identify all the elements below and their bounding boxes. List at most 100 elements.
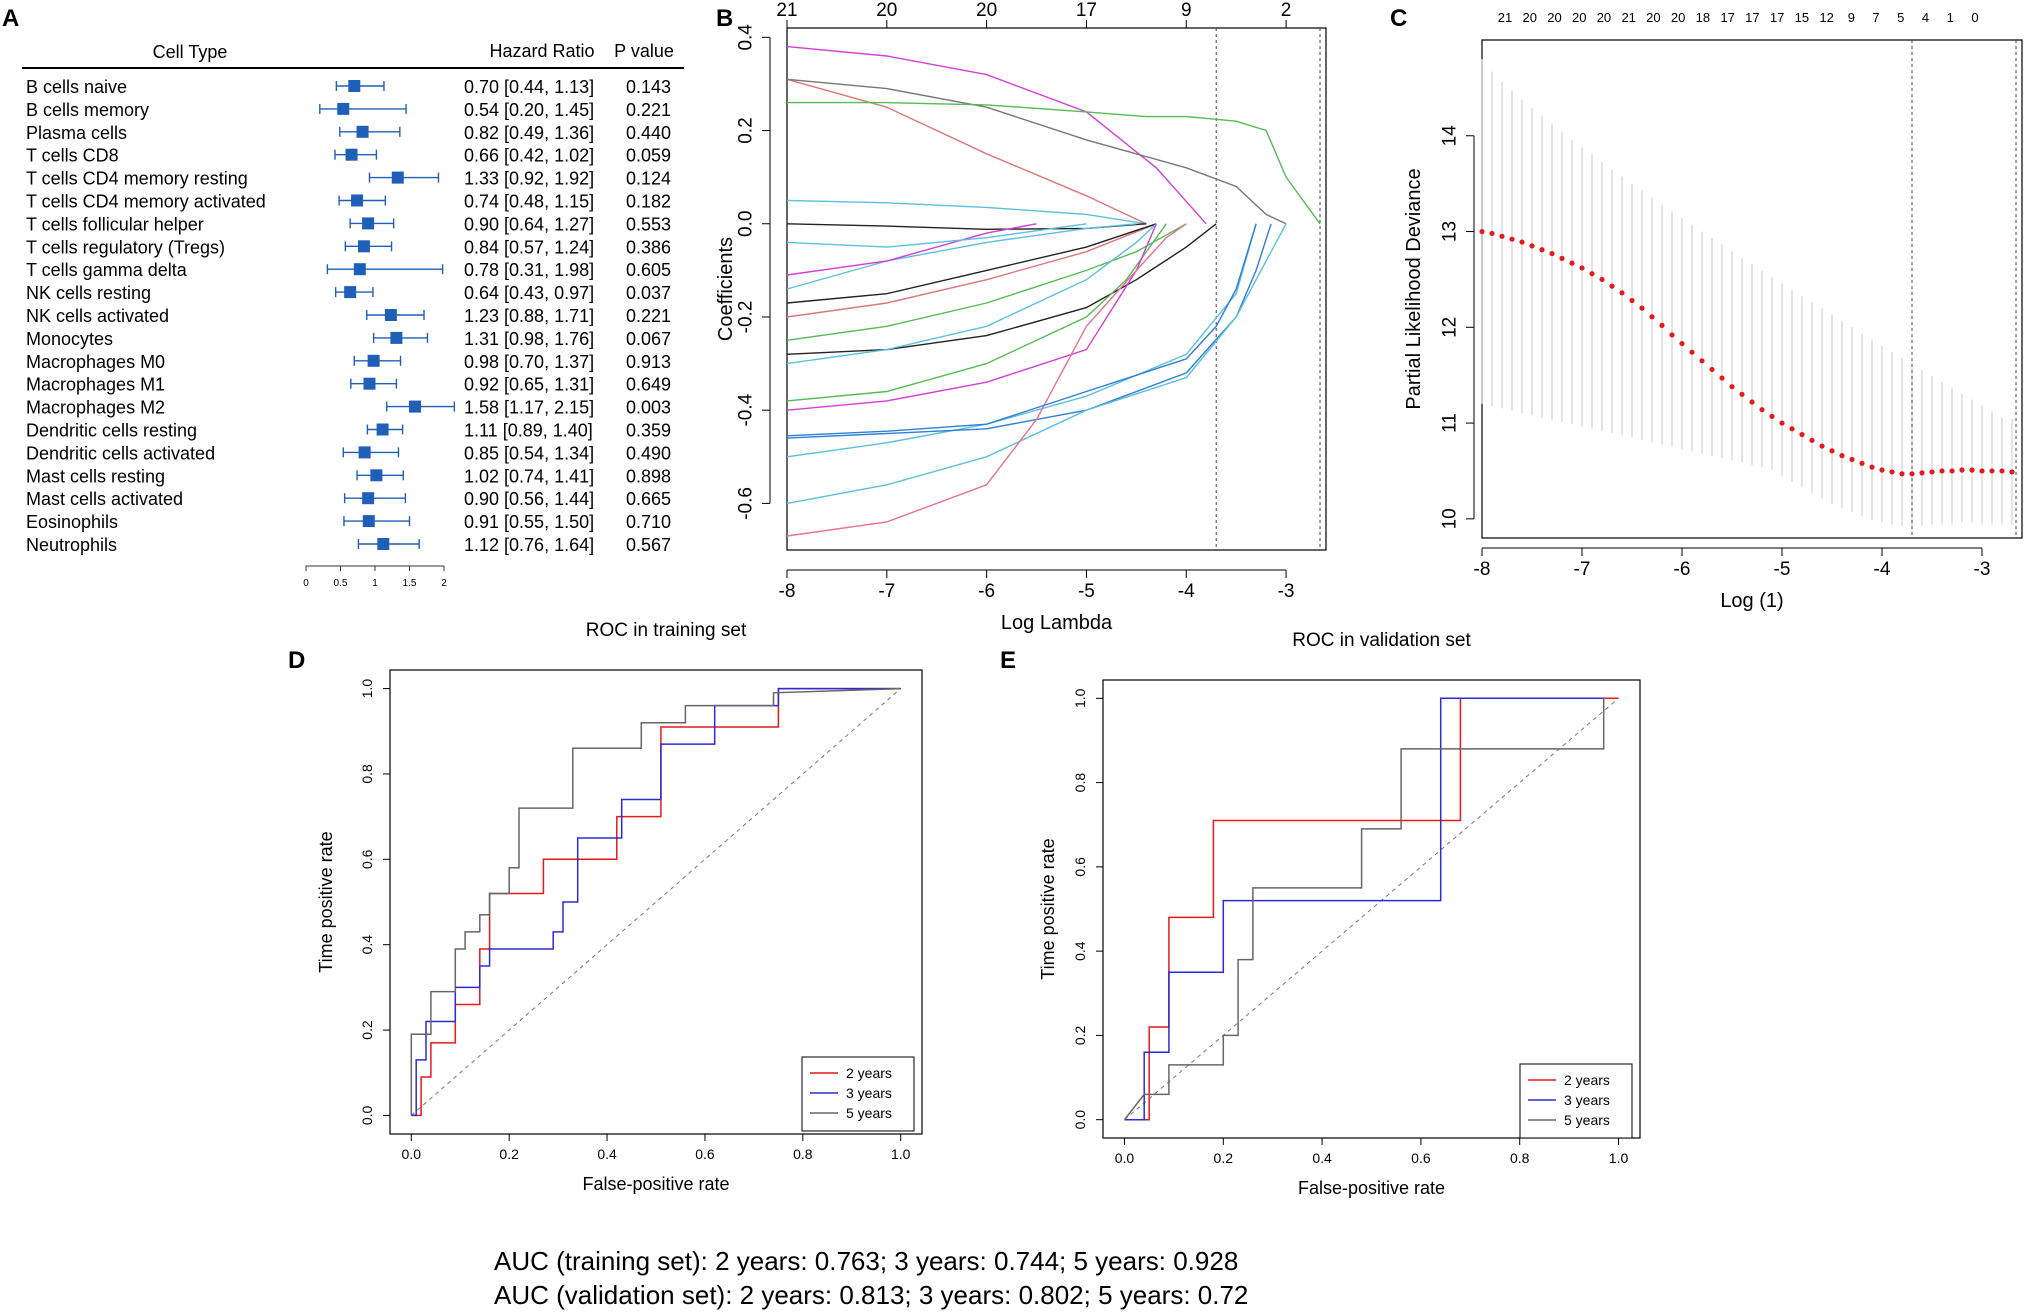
coef-path-line [786,199,1147,225]
roc-x-tick-label: 0.2 [499,1146,519,1162]
cv-top-label: 0 [1971,10,1978,25]
coef-x-tick-label: -8 [779,581,796,602]
forest-row-hr: 1.02 [0.74, 1.41] [464,466,594,486]
forest-row-label: T cells CD4 memory resting [26,169,248,189]
forest-row-label: Macrophages M2 [26,398,165,418]
forest-row-hr: 0.90 [0.56, 1.44] [464,489,594,509]
forest-header-hazard-ratio: Hazard Ratio [489,41,594,61]
cv-y-tick-label: 14 [1439,125,1460,147]
cv-point [1639,305,1645,311]
roc-y-tick-label: 0.8 [1072,773,1088,793]
cv-point [1969,467,1975,473]
forest-row-p: 0.710 [626,512,671,532]
coef-path-line [786,45,1207,225]
forest-hr-marker [391,171,404,184]
cv-point [1759,407,1765,413]
forest-hr-marker [370,469,383,482]
roc-y-label: Time positive rate [1038,838,1058,979]
forest-row-hr: 0.98 [0.70, 1.37] [464,352,594,372]
cv-point [1619,290,1625,296]
cv-point [1549,250,1555,257]
coef-y-tick-label: -0.4 [735,393,756,426]
cv-top-label: 4 [1922,10,1929,25]
cv-point [1659,322,1665,328]
cv-top-label: 21 [1498,10,1512,25]
forest-hr-marker [356,125,369,138]
roc-validation-plot: ROC in validation set 0.0 0.2 0.4 0.6 0.8 1.0 0… [1038,630,1641,1198]
roc-x-tick-label: 0.2 [1214,1150,1234,1166]
roc-y-label: Time positive rate [316,831,336,972]
coef-y-label: Coefficients [715,237,737,341]
cv-y-tick-label: 12 [1439,317,1460,338]
cv-point [1889,469,1895,475]
cv-x-tick-label: -6 [1674,559,1691,580]
forest-row-hr: 0.92 [0.65, 1.31] [464,375,594,395]
coef-top-tick-label: 20 [876,0,897,21]
forest-row-hr: 1.23 [0.88, 1.71] [464,306,594,326]
panel-letter-c: C [1390,5,1407,32]
cv-point [1929,469,1935,475]
coef-path-line [786,78,1287,225]
coef-path-line [786,78,1147,225]
forest-row-label: Mast cells resting [26,466,165,486]
cv-x-tick-label: -3 [1974,559,1991,580]
forest-hr-marker [409,400,422,413]
cv-top-label: 15 [1795,10,1809,25]
coef-path-line [786,223,1257,458]
cv-point [1789,426,1795,432]
cv-x-label: Log (1) [1720,590,1783,612]
cv-point [1599,276,1605,283]
cv-point [1949,468,1955,474]
forest-row-label: NK cells activated [26,306,169,326]
coef-plot-frame [786,27,1327,551]
forest-row-p: 0.037 [626,283,671,303]
roc-x-tick-label: 0.6 [1411,1150,1431,1166]
forest-x-axis: 0 0.5 1 1.5 2 [303,565,447,589]
forest-hr-marker [363,377,376,390]
forest-row-hr: 0.78 [0.31, 1.98] [464,260,594,280]
panel-letter-b: B [716,5,733,32]
roc-y-tick-label: 0.4 [1072,941,1088,961]
forest-row-p: 0.059 [626,146,671,166]
cv-y-tick-label: 11 [1439,413,1460,433]
cv-top-label: 7 [1872,10,1879,25]
roc-legend-label: 2 years [846,1065,892,1081]
forest-row-p: 0.003 [626,398,671,418]
forest-row-hr: 1.58 [1.17, 2.15] [464,398,594,418]
cv-point [1869,464,1875,470]
auc-validation-caption: AUC (validation set): 2 years: 0.813; 3 … [494,1280,1249,1310]
roc-y-tick-label: 0.2 [359,1020,375,1040]
forest-header-p-value: P value [614,41,674,61]
forest-row-hr: 0.74 [0.48, 1.15] [464,192,594,212]
roc-y-tick-label: 0.0 [1072,1110,1088,1130]
cv-top-label: 5 [1897,10,1904,25]
roc-plot-frame [389,669,923,1135]
auc-training-caption: AUC (training set): 2 years: 0.763; 3 ye… [494,1246,1239,1276]
forest-row-label: Plasma cells [26,123,127,143]
forest-axis-tick-label: 1 [372,578,378,589]
forest-row-p: 0.386 [626,237,671,257]
cv-point [1489,230,1495,237]
roc-y-tick-label: 0.0 [359,1105,375,1125]
cv-point [2009,469,2015,475]
roc-training-plot: ROC in training set 0.0 0.2 0.4 0.6 0.8 1.0 0.0… [316,620,923,1194]
roc-x-tick-label: 0.4 [597,1146,617,1162]
cv-x-tick-label: -8 [1474,559,1491,580]
coef-path-line [786,223,1137,290]
forest-row-hr: 0.85 [0.54, 1.34] [464,443,594,463]
forest-row-label: NK cells resting [26,283,151,303]
forest-row-hr: 0.90 [0.64, 1.27] [464,214,594,234]
forest-row-label: T cells regulatory (Tregs) [26,237,225,257]
forest-hr-marker [384,309,397,321]
roc-x-tick-label: 0.6 [695,1146,715,1162]
coef-path-line [786,223,1187,341]
forest-row-p: 0.124 [626,169,671,189]
coef-path-line [786,223,1257,437]
cv-top-label: 18 [1696,10,1710,25]
cv-point [1999,468,2005,474]
cv-point [1499,233,1505,239]
forest-row-label: B cells naive [26,77,127,97]
roc-y-tick-label: 0.2 [1072,1025,1088,1045]
coef-path-line [787,101,1321,225]
